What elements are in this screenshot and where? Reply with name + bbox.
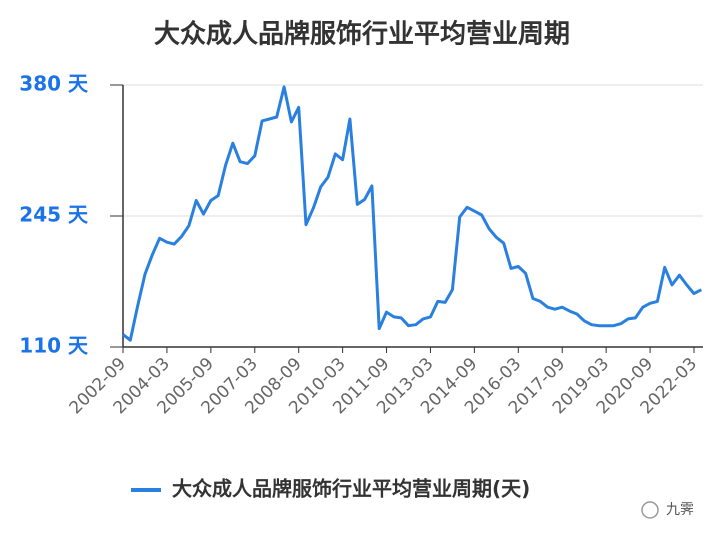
y-tick-label: 245 天	[19, 203, 89, 227]
y-tick-label: 110 天	[19, 334, 89, 358]
watermark: 九霁	[641, 501, 694, 519]
watermark-icon	[641, 501, 659, 519]
data-line	[122, 85, 703, 342]
chart-title: 大众成人品牌服饰行业平均营业周期	[154, 19, 570, 50]
watermark-text: 九霁	[666, 502, 694, 518]
y-tick-label: 380 天	[19, 72, 89, 96]
legend-label: 大众成人品牌服饰行业平均营业周期(天)	[172, 477, 530, 501]
